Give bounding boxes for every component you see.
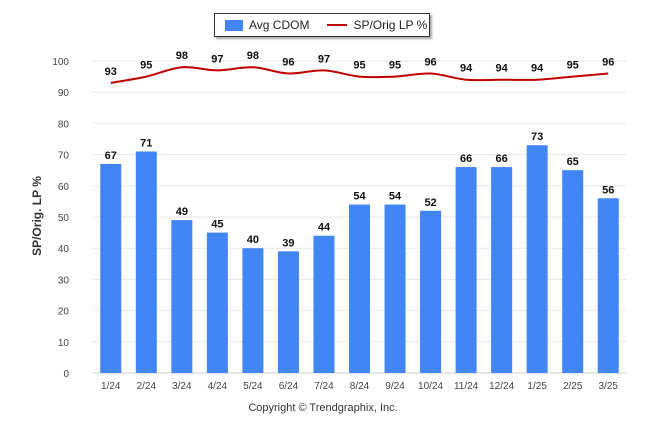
bar	[242, 248, 264, 373]
bar-data-label: 65	[567, 156, 579, 168]
line-data-label: 95	[353, 60, 365, 72]
line-data-label: 94	[531, 63, 544, 75]
bar-data-label: 39	[282, 237, 294, 249]
bar-data-label: 54	[353, 191, 366, 203]
y-tick-label: 0	[63, 369, 69, 380]
x-tick-label: 9/24	[385, 381, 405, 392]
x-tick-label: 1/24	[101, 381, 121, 392]
legend-label-avg-cdom: Avg CDOM	[249, 18, 310, 32]
line-data-label: 95	[140, 60, 152, 72]
x-tick-label: 10/24	[418, 381, 443, 392]
bar-data-label: 45	[211, 219, 223, 231]
y-tick-label: 40	[58, 244, 70, 255]
bar	[171, 220, 193, 373]
y-tick-label: 10	[58, 338, 70, 349]
legend-item-sp-orig-lp[interactable]: SP/Orig LP %	[309, 18, 427, 32]
y-tick-label: 20	[58, 307, 70, 318]
x-tick-label: 1/25	[527, 381, 547, 392]
bar-data-label: 52	[424, 197, 436, 209]
x-tick-label: 2/24	[137, 381, 157, 392]
x-tick-label: 3/25	[598, 381, 618, 392]
x-tick-label: 6/24	[279, 381, 299, 392]
bar	[420, 210, 442, 373]
line-data-label: 97	[318, 53, 330, 65]
bar-data-label: 40	[247, 234, 259, 246]
bar	[526, 145, 548, 373]
line-data-label: 94	[460, 63, 473, 75]
line-data-label: 97	[211, 53, 223, 65]
bar	[277, 251, 299, 373]
legend-bar-swatch	[225, 19, 243, 31]
x-tick-label: 12/24	[489, 381, 514, 392]
bar	[562, 170, 584, 373]
x-tick-label: 4/24	[208, 381, 228, 392]
line-data-label: 96	[602, 56, 614, 68]
legend: Avg CDOM SP/Orig LP %	[214, 13, 430, 37]
line-data-label: 96	[424, 56, 436, 68]
line-data-label: 93	[105, 66, 117, 78]
bar	[597, 198, 619, 373]
bar-data-label: 56	[602, 184, 614, 196]
bar-data-label: 44	[318, 222, 331, 234]
line-data-label: 95	[567, 60, 579, 72]
bar	[384, 204, 406, 373]
bar	[455, 167, 477, 373]
bar-data-label: 71	[140, 137, 152, 149]
bar	[206, 232, 228, 373]
bar-data-label: 66	[460, 153, 472, 165]
y-tick-label: 50	[58, 213, 70, 224]
copyright-text: Copyright © Trendgraphix, Inc.	[248, 402, 398, 414]
y-tick-label: 80	[58, 119, 70, 130]
legend-label-sp-orig-lp: SP/Orig LP %	[353, 18, 428, 32]
bar	[100, 163, 122, 373]
bars-avg-cdom	[100, 145, 619, 373]
x-tick-label: 2/25	[563, 381, 583, 392]
legend-line-swatch	[327, 24, 348, 26]
x-tick-label: 7/24	[314, 381, 334, 392]
bar-data-label: 66	[496, 153, 508, 165]
bar	[349, 204, 370, 373]
line-data-labels: 93 95 98 97 98 96 97 95 95 96 94 94 94 95 96	[105, 50, 615, 78]
line-data-label: 98	[176, 50, 188, 62]
bar	[491, 167, 513, 373]
legend-item-avg-cdom[interactable]: Avg CDOM	[215, 18, 309, 32]
y-axis-label: SP/Orig. LP %	[30, 176, 44, 256]
y-tick-label: 30	[58, 275, 70, 286]
bar-data-label: 54	[389, 191, 402, 203]
bar	[313, 235, 335, 373]
bar	[135, 151, 157, 373]
x-axis-ticks: 1/24 2/24 3/24 4/24 5/24 6/24 7/24 8/24 9/24 10/2…	[101, 381, 618, 392]
bar-data-label: 67	[105, 150, 117, 162]
y-tick-label: 100	[52, 57, 69, 68]
y-tick-label: 70	[58, 151, 70, 162]
line-data-label: 95	[389, 60, 401, 72]
y-axis-ticks: 0 10 20 30 40 50 60 70 80 90 100	[52, 57, 69, 380]
line-data-label: 98	[247, 50, 259, 62]
y-tick-label: 60	[58, 182, 70, 193]
x-tick-label: 3/24	[172, 381, 192, 392]
bar-data-label: 49	[176, 206, 188, 218]
series-line	[110, 66, 609, 84]
line-sp-orig-lp	[110, 66, 609, 84]
x-tick-label: 11/24	[454, 381, 479, 392]
y-tick-label: 90	[58, 88, 70, 99]
x-tick-label: 5/24	[243, 381, 263, 392]
line-data-label: 96	[282, 56, 294, 68]
line-data-label: 94	[496, 63, 509, 75]
bar-data-labels: 67 71 49 45 40 39 44 54 54 52 66 66 73 65 56	[105, 131, 615, 249]
x-tick-label: 8/24	[350, 381, 370, 392]
bar-data-label: 73	[531, 131, 543, 143]
